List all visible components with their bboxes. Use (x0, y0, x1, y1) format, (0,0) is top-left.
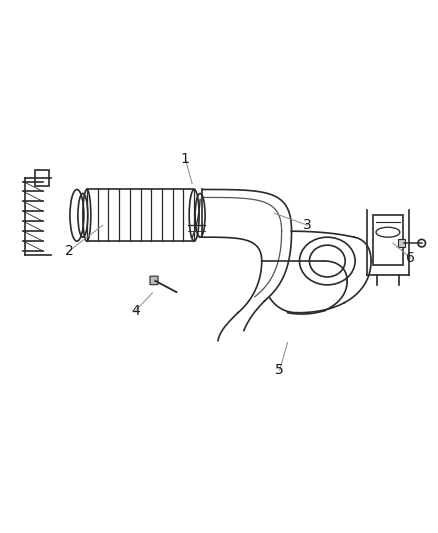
Text: 3: 3 (303, 218, 312, 232)
Text: 5: 5 (275, 364, 284, 377)
Text: 2: 2 (64, 244, 73, 258)
Text: 6: 6 (406, 251, 415, 265)
FancyBboxPatch shape (150, 276, 158, 285)
Bar (373, 215, 403, 265)
Text: 4: 4 (131, 304, 140, 318)
Bar (35, 169, 49, 185)
Text: 1: 1 (181, 152, 190, 166)
Bar (398, 239, 405, 247)
